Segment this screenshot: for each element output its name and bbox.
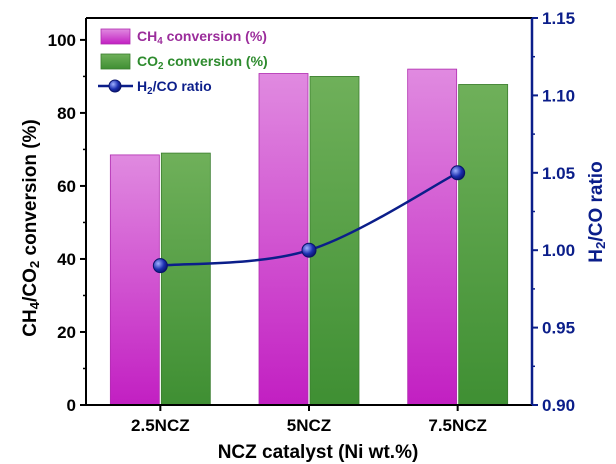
legend-label-ratio: H2/CO ratio [137,78,212,97]
y2-axis-title-part: /CO ratio [586,161,607,241]
bar-co2-2.5NCZ [160,152,211,406]
bars-layer [109,68,509,406]
legend-label-sub: 2 [158,61,164,72]
line-layer [152,165,466,274]
x-tick-label: 5NCZ [287,416,331,435]
legend-label-sub: 2 [147,86,153,97]
y-tick-label: 60 [57,177,76,196]
bar-ch4-5NCZ [258,73,309,406]
bar-ch4-2.5NCZ [109,154,160,406]
y-axis-title-part: /CO [20,268,41,302]
y2-tick-label: 1.05 [542,164,575,183]
y-axis-title-part: conversion (%) [20,119,41,260]
legend-label-part: conversion (%) [163,53,267,69]
legend-label-sub: 4 [157,36,163,47]
y-axis-title-sub: 4 [27,301,42,309]
y-tick-label: 20 [57,323,76,342]
y2-tick-label: 0.95 [542,319,575,338]
x-tick-label: 7.5NCZ [428,416,487,435]
legend: CH4 conversion (%)CO2 conversion (%)H2/C… [98,28,268,97]
y-tick-label: 80 [57,104,76,123]
legend-swatch-marker [108,79,122,93]
legend-swatch-co2 [100,53,131,70]
legend-label-part: CH [137,28,157,44]
y2-tick-label: 1.15 [542,9,575,28]
legend-label-part: conversion (%) [163,28,267,44]
y-tick-label: 100 [48,31,76,50]
x-tick-label: 2.5NCZ [131,416,190,435]
ratio-point-2.5NCZ [152,258,168,274]
legend-label-part: /CO ratio [153,78,212,94]
axes-layer: 0 20 40 60 80 100 0.90 0.95 1.00 1.05 1.10 1.15 2.5N… [48,9,575,435]
bar-co2-7.5NCZ [458,84,509,406]
ratio-point-7.5NCZ [450,165,466,181]
y-axis-title-part: CH [20,309,41,336]
legend-label-part: H [137,78,147,94]
bar-ch4-7.5NCZ [407,68,458,406]
legend-label-part: CO [137,53,158,69]
y2-tick-label: 0.90 [542,396,575,415]
y2-tick-label: 1.00 [542,241,575,260]
y2-axis-title-sub: 2 [593,242,608,249]
y-axis-title-sub: 2 [27,261,42,268]
legend-swatch-ch4 [100,28,131,45]
y-tick-label: 40 [57,250,76,269]
y2-axis-title: H2/CO ratio [586,161,608,262]
x-axis-title: NCZ catalyst (Ni wt.%) [218,442,419,463]
ratio-point-5NCZ [301,242,317,258]
legend-label-co2: CO2 conversion (%) [137,53,268,72]
y2-axis-title-part: H [586,249,607,263]
y2-tick-label: 1.10 [542,86,575,105]
y-tick-label: 0 [67,396,76,415]
legend-label-ch4: CH4 conversion (%) [137,28,267,47]
y-axis-title: CH4/CO2 conversion (%) [20,119,42,337]
